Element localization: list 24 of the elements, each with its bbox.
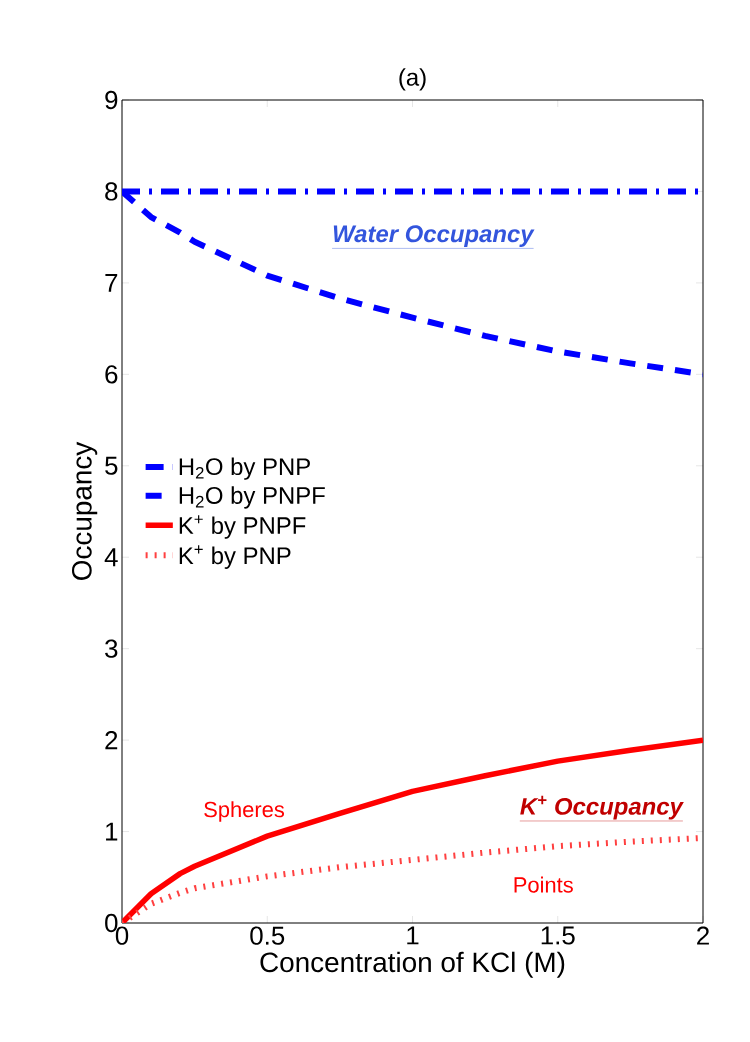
legend-label: H$_{2}$O by PNP [179,457,310,480]
annotation: Spheres [204,801,285,822]
legend-label: H$_{2}$O by PNPF [179,486,325,509]
y-tick-label: 4 [104,548,118,567]
annotation: K$^{+}$ Occupancy [520,795,684,820]
y-axis-title: Occupancy [71,441,98,580]
y-tick-label: 8 [105,182,118,201]
y-tick-label: 3 [105,639,118,658]
x-tick-label: 0.5 [250,926,285,945]
y-tick-label: 1 [106,822,118,841]
legend-label: K$^{+}$ by PNP [179,545,291,569]
x-axis-title: Concentration of KCl (M) [260,951,565,978]
y-tick-label: 5 [105,456,118,475]
y-tick-label: 7 [105,273,118,292]
x-tick-label: 2 [697,926,709,945]
y-tick-label: 6 [105,365,118,384]
x-tick-label: 1 [407,926,419,945]
annotation: Water Occupancy [333,225,535,248]
x-tick-label: 1.5 [541,926,575,945]
y-tick-label: 2 [105,731,118,750]
legend-label: K$^{+}$ by PNPF [179,515,306,539]
annotation: Points [514,876,573,893]
y-tick-label: 9 [105,90,118,110]
chart-title: (a) [399,68,426,91]
